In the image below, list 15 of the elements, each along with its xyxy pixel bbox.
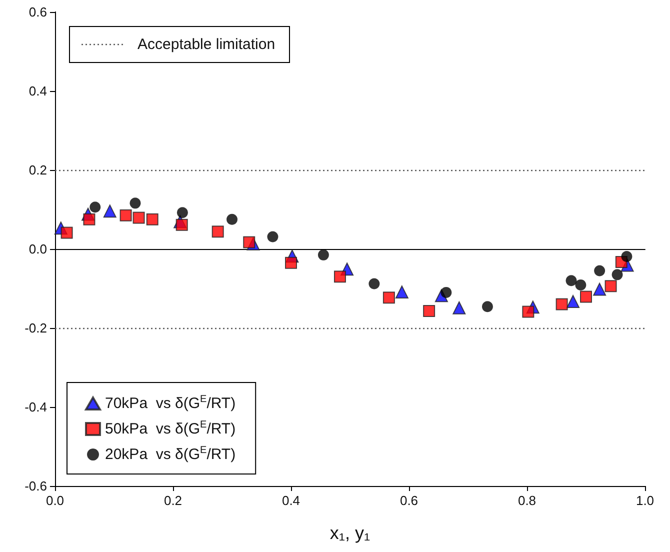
y-tick-label: 0.6 [28,4,47,20]
x-tick-label: 0.0 [46,493,64,508]
y-tick-label: -0.6 [24,478,47,494]
y-tick-label: 0.0 [28,242,47,256]
legend-label: Acceptable limitation [138,36,276,53]
x-tick-label: 0.8 [518,493,536,508]
y-tick-label: 0.2 [28,162,47,178]
x-tick-label: 0.4 [282,493,300,508]
x-tick-label: 0.2 [164,493,182,508]
x-tick-label: 0.6 [400,493,418,508]
x-tick-label: 1.0 [636,493,654,508]
y-tick-label: 0.4 [28,84,47,98]
x-axis-title: x₁, y₁ [330,523,370,543]
y-tick-label: -0.2 [24,320,47,336]
y-tick-label: -0.4 [24,400,47,414]
